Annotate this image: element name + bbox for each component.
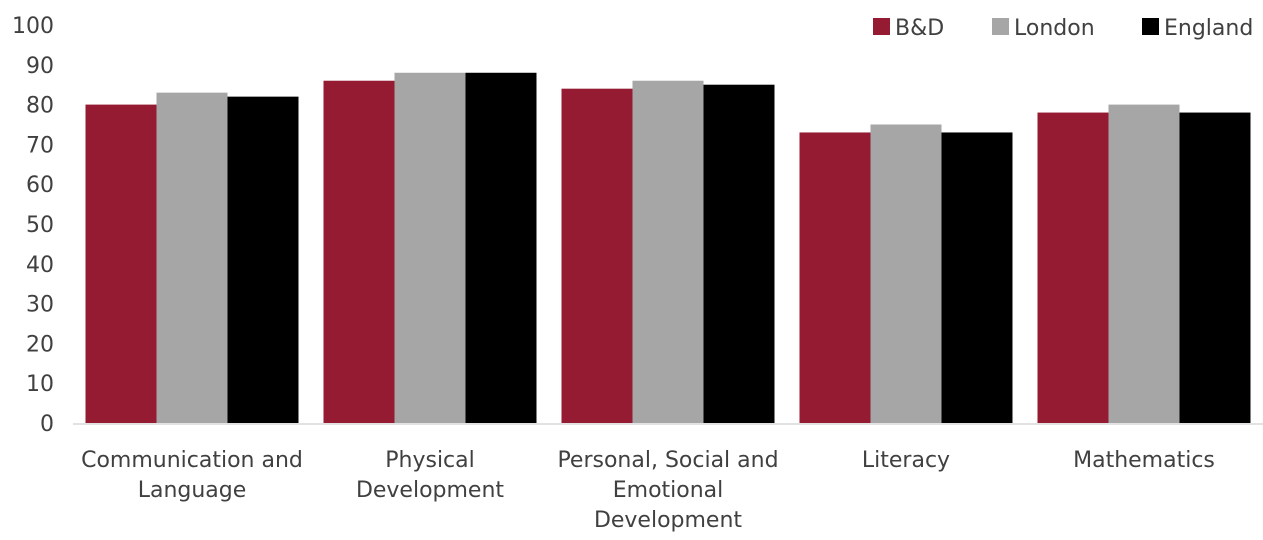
y-tick-label: 0 — [40, 412, 54, 437]
bar — [1037, 112, 1109, 423]
bar — [941, 132, 1013, 423]
bar — [703, 84, 775, 423]
legend-label: London — [1014, 16, 1095, 41]
bar — [799, 132, 871, 423]
x-tick-label: Mathematics — [1073, 448, 1215, 473]
bar — [1179, 112, 1251, 423]
bars — [85, 72, 1251, 424]
y-axis: 0 10 20 30 40 50 60 70 80 90 100 — [12, 14, 54, 437]
bar — [561, 88, 633, 424]
y-tick-label: 90 — [26, 54, 54, 79]
legend-label: England — [1164, 16, 1253, 41]
x-axis: Communication and Language Physical Develop… — [81, 448, 1215, 533]
bar — [870, 124, 942, 423]
legend-swatch — [1142, 18, 1159, 35]
legend: B&D London England — [873, 16, 1253, 41]
y-tick-label: 20 — [26, 332, 54, 357]
y-tick-label: 10 — [26, 372, 54, 397]
bar — [227, 96, 299, 423]
x-tick-label: Communication and Language — [81, 448, 303, 503]
y-tick-label: 50 — [26, 213, 54, 238]
x-tick-label: Physical Development — [356, 448, 504, 503]
bar — [632, 80, 704, 423]
bar — [394, 72, 466, 423]
bar — [465, 72, 537, 423]
bar — [85, 104, 157, 423]
y-tick-label: 30 — [26, 293, 54, 318]
y-tick-label: 60 — [26, 173, 54, 198]
x-tick-label: Personal, Social and Emotional Development — [557, 448, 778, 533]
bar — [323, 80, 395, 423]
y-tick-label: 70 — [26, 133, 54, 158]
legend-label: B&D — [895, 16, 944, 41]
bar — [156, 92, 228, 423]
legend-swatch — [992, 18, 1009, 35]
legend-swatch — [873, 18, 890, 35]
y-tick-label: 100 — [12, 14, 54, 39]
bar — [1108, 104, 1180, 423]
x-tick-label: Literacy — [862, 448, 950, 473]
y-tick-label: 40 — [26, 253, 54, 278]
y-tick-label: 80 — [26, 94, 54, 119]
